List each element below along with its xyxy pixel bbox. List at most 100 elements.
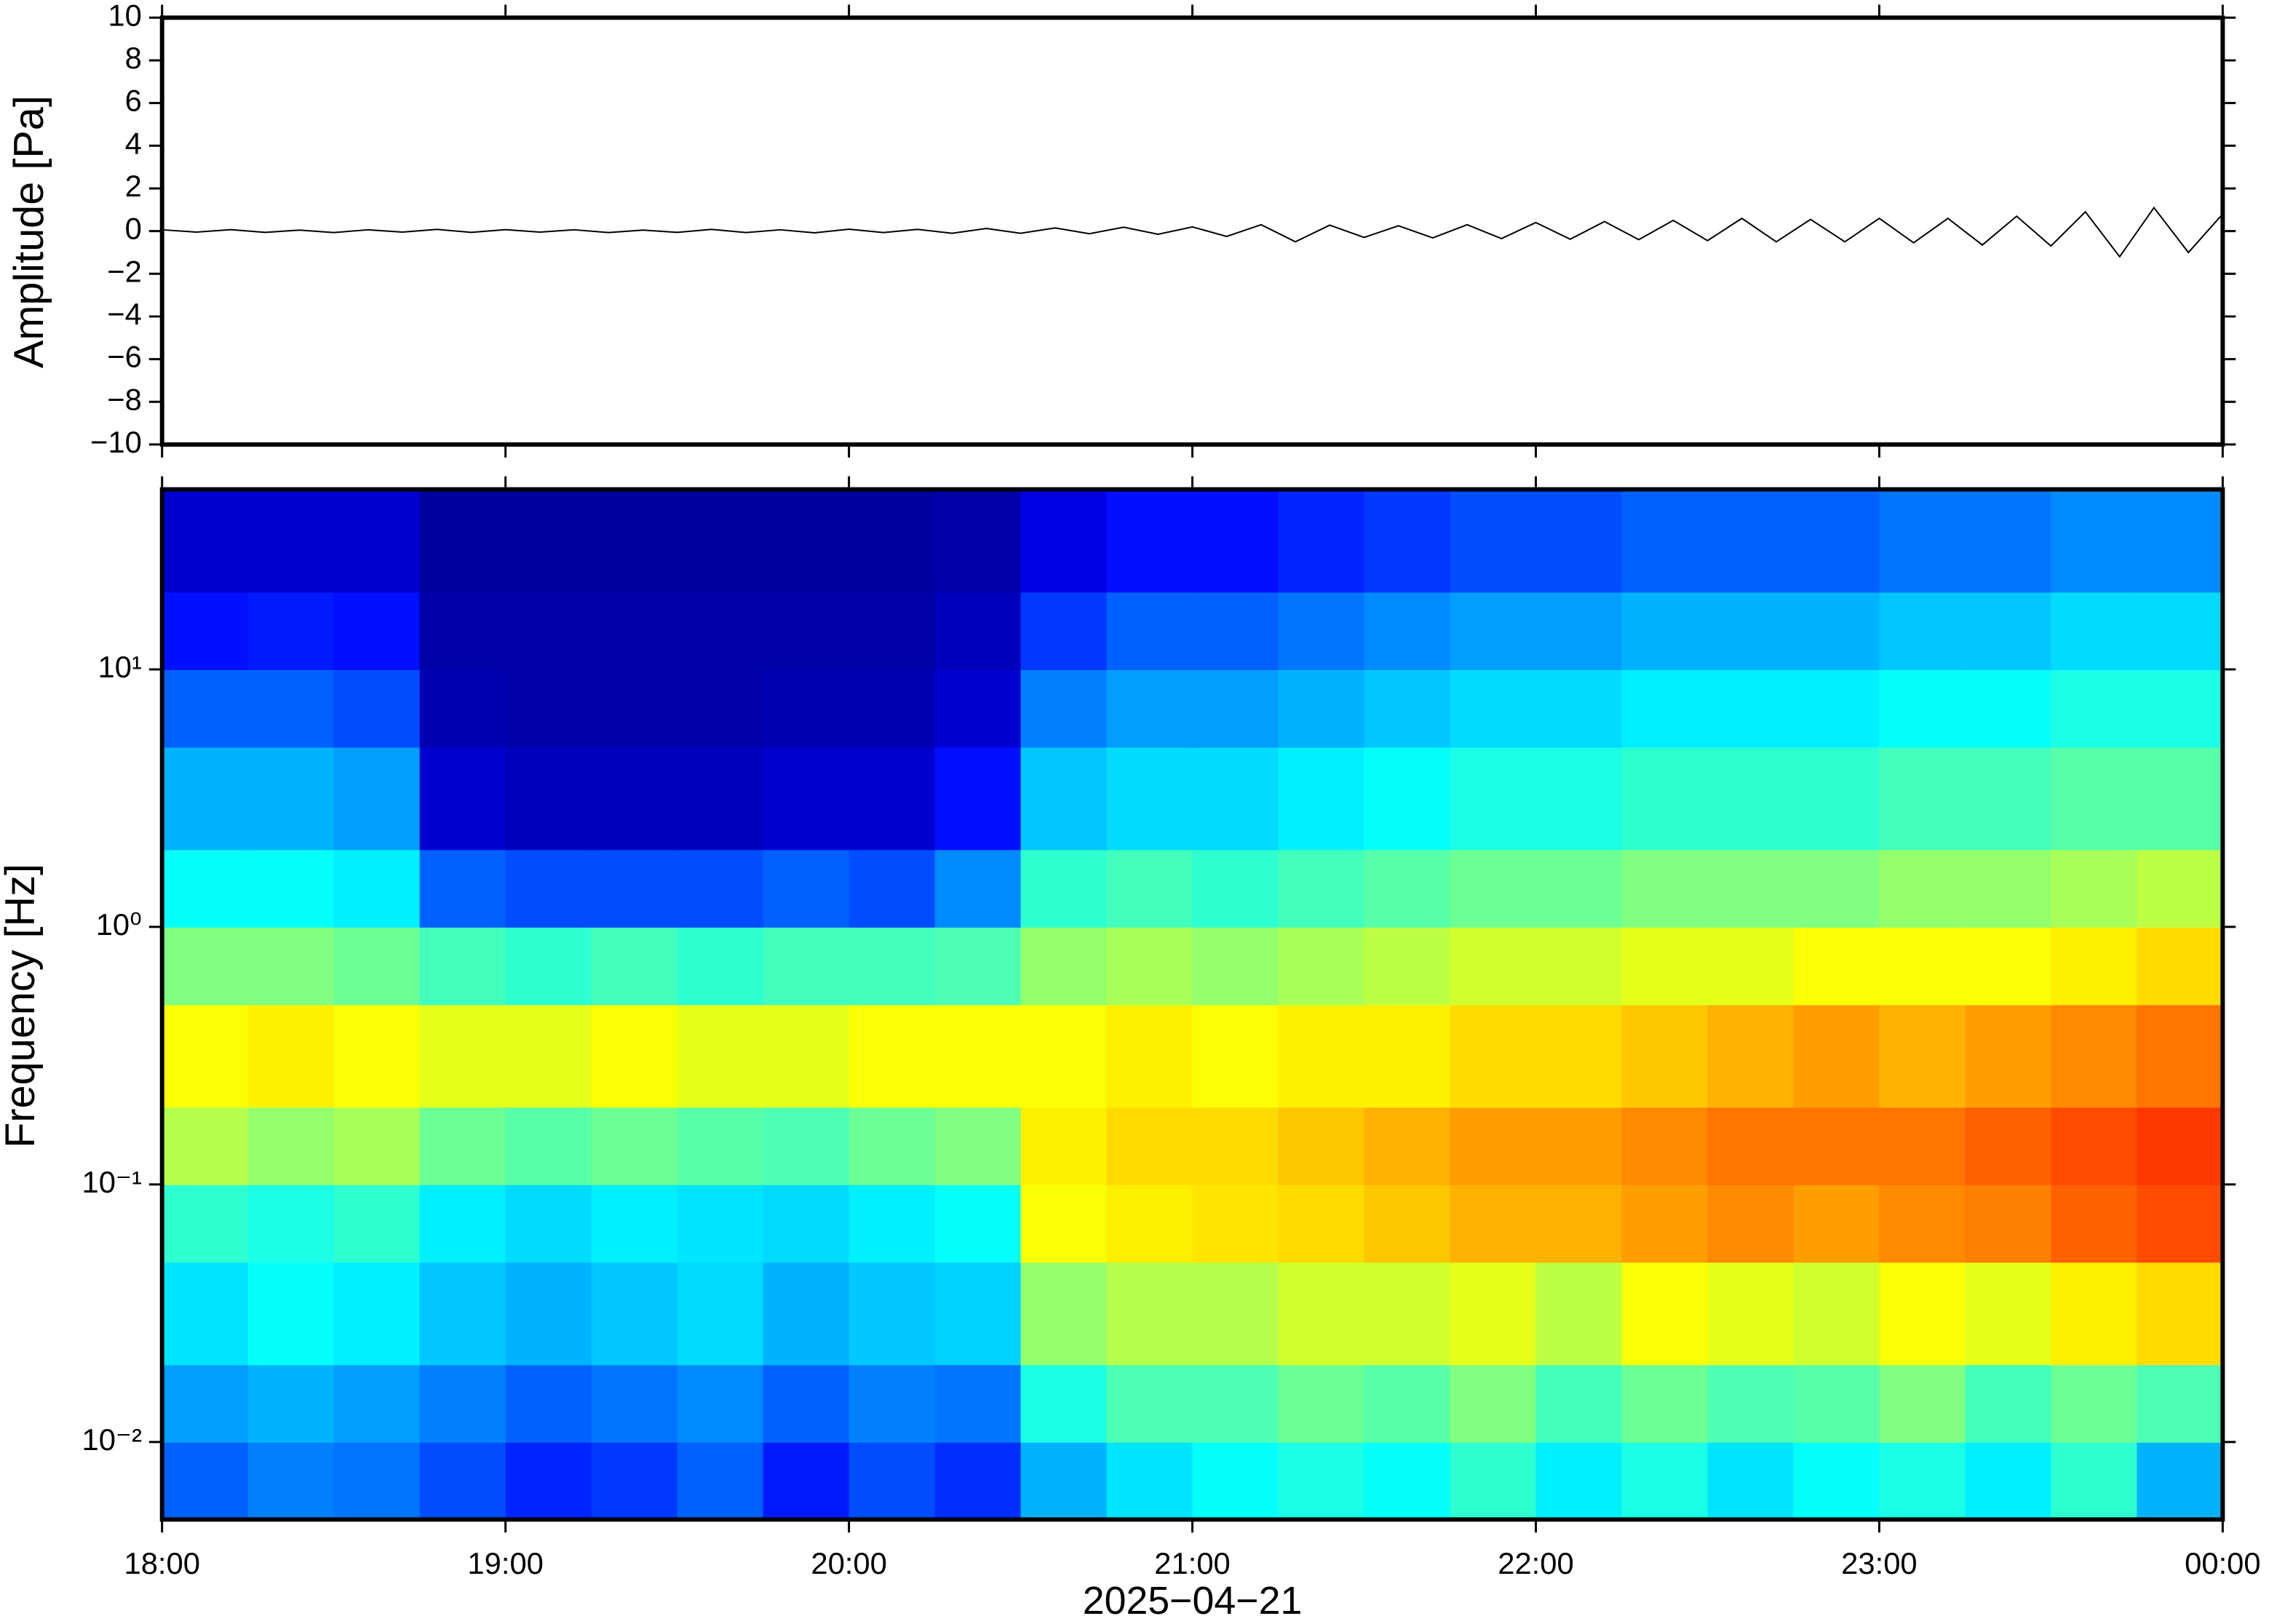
- spectrogram-cell: [849, 747, 936, 851]
- spectrogram-cell: [1879, 489, 1966, 593]
- spectrogram-cell: [247, 1004, 335, 1108]
- spectrogram-cell: [677, 489, 764, 593]
- spectrogram-cell: [1707, 1364, 1795, 1443]
- spectrogram-cell: [1020, 747, 1108, 851]
- spectrogram-cell: [1278, 592, 1365, 670]
- spectrogram-cell: [1621, 1364, 1709, 1443]
- spectrogram-cell: [1535, 1364, 1623, 1443]
- spectrogram-cell: [1707, 1004, 1795, 1108]
- spectrogram-cell: [1020, 1184, 1108, 1263]
- spectrogram-cell: [849, 1441, 936, 1521]
- spectrogram-cell: [333, 849, 421, 928]
- spectrogram-cell: [934, 669, 1022, 748]
- spectrogram-cell: [1364, 592, 1451, 670]
- spectrogram-cell: [2051, 1364, 2138, 1443]
- spectrogram-cell: [1192, 926, 1279, 1006]
- spectrogram-cell: [1707, 747, 1795, 851]
- spectrogram-cell: [2051, 1184, 2138, 1263]
- spectrogram-cell: [763, 1441, 850, 1521]
- spectrogram-cell: [1965, 592, 2052, 670]
- spectrogram-cell: [763, 849, 850, 928]
- spectrogram-cell: [677, 1184, 764, 1263]
- spectrogram-cell: [162, 1004, 249, 1108]
- spectrogram-cell: [1020, 489, 1108, 593]
- spectrogram-cell: [934, 1184, 1022, 1263]
- spectrogram-cell: [1020, 849, 1108, 928]
- spectrogram-cell: [1965, 489, 2052, 593]
- spectrogram-cell: [1106, 592, 1193, 670]
- spectrogram-cell: [1535, 1107, 1623, 1185]
- spectrogram-cell: [1879, 747, 1966, 851]
- spectrogram-cell: [1879, 1441, 1966, 1521]
- spectrogram-cell: [677, 592, 764, 670]
- spectrogram-cell: [2137, 669, 2224, 748]
- spectrogram-cell: [2051, 747, 2138, 851]
- spectrogram-cell: [247, 489, 335, 593]
- spectrogram-cell: [1192, 1184, 1279, 1263]
- y-tick-label: −4: [107, 297, 142, 331]
- spectrogram-cell: [591, 926, 678, 1006]
- spectrogram-cell: [419, 592, 506, 670]
- spectrogram-cell: [1535, 592, 1623, 670]
- spectrogram-cell: [677, 849, 764, 928]
- spectrogram-cell: [1192, 489, 1279, 593]
- spectrogram-cell: [1707, 669, 1795, 748]
- spectrogram-cell: [934, 592, 1022, 670]
- spectrogram-cell: [247, 1107, 335, 1185]
- spectrogram-cell: [1450, 1004, 1537, 1108]
- spectrogram-cell: [1793, 669, 1880, 748]
- spectrogram-cell: [2051, 1441, 2138, 1521]
- spectrogram-cell: [1364, 747, 1451, 851]
- spectrogram-cell: [1621, 1107, 1709, 1185]
- spectrogram-cell: [247, 849, 335, 928]
- spectrogram-cell: [1106, 669, 1193, 748]
- spectrogram-cell: [2051, 592, 2138, 670]
- spectrogram-cell: [1192, 592, 1279, 670]
- spectrogram-cell: [763, 926, 850, 1006]
- spectrogram-cell: [1278, 669, 1365, 748]
- spectrogram-cell: [419, 849, 506, 928]
- spectrogram-cell: [333, 1262, 421, 1366]
- spectrogram-cell: [1278, 1262, 1365, 1366]
- spectrogram-cell: [1535, 1262, 1623, 1366]
- spectrogram-cell: [1793, 592, 1880, 670]
- spectrogram-cell: [1879, 669, 1966, 748]
- spectrogram-cell: [677, 1004, 764, 1108]
- spectrogram-cell: [1535, 669, 1623, 748]
- spectrogram-cell: [505, 669, 592, 748]
- spectrogram-cell: [505, 1107, 592, 1185]
- x-tick-label: 22:00: [1498, 1546, 1573, 1580]
- spectrogram-cell: [1965, 747, 2052, 851]
- spectrogram-cell: [849, 1107, 936, 1185]
- spectrogram-cell: [1879, 1107, 1966, 1185]
- y-tick-label: −10: [90, 425, 142, 459]
- spectrogram-cell: [162, 1107, 249, 1185]
- spectrogram-cell: [247, 1262, 335, 1366]
- spectrogram-cell: [1020, 926, 1108, 1006]
- spectrogram-cell: [934, 489, 1022, 593]
- spectrogram-cell: [934, 1262, 1022, 1366]
- spectrogram-cell: [677, 669, 764, 748]
- spectrogram-cell: [1793, 1262, 1880, 1366]
- spectrogram-cell: [1364, 1184, 1451, 1263]
- spectrogram-cell: [247, 1364, 335, 1443]
- spectrogram-cell: [591, 849, 678, 928]
- spectrogram-cell: [1965, 669, 2052, 748]
- spectrogram-cell: [934, 1441, 1022, 1521]
- spectrogram-cell: [1535, 1004, 1623, 1108]
- spectrogram-cell: [1621, 592, 1709, 670]
- spectrogram-cell: [333, 489, 421, 593]
- x-axis-title: 2025−04−21: [1083, 1579, 1303, 1623]
- spectrogram-cell: [677, 1262, 764, 1366]
- y-axis-title: Amplitude [Pa]: [6, 95, 52, 368]
- spectrogram-cell: [1535, 849, 1623, 928]
- spectrogram-cell: [1106, 489, 1193, 593]
- spectrogram-cell: [1450, 926, 1537, 1006]
- spectrogram-cell: [1793, 1107, 1880, 1185]
- spectrogram-cell: [1707, 1262, 1795, 1366]
- spectrogram-cell: [2051, 849, 2138, 928]
- y-tick-label: 8: [125, 41, 142, 75]
- spectrogram-cell: [247, 1184, 335, 1263]
- spectrogram-cell: [1621, 669, 1709, 748]
- spectrogram-cell: [505, 489, 592, 593]
